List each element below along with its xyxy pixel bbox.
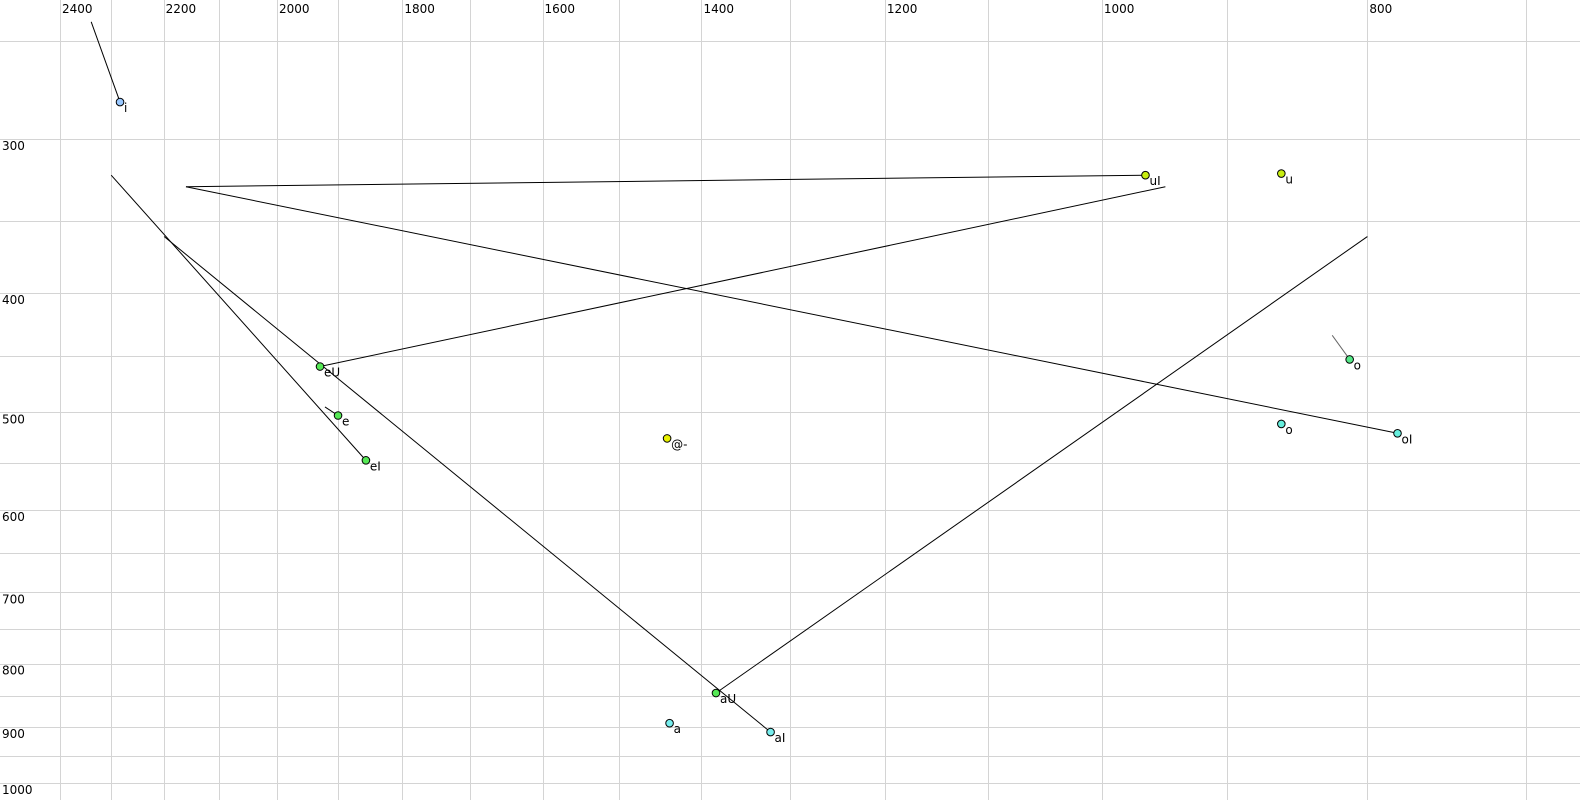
data-point-uI (1141, 170, 1150, 180)
data-point-oI (1393, 428, 1402, 438)
data-label-a: a (674, 722, 681, 736)
trajectory-line-uI (185, 174, 1146, 188)
y-tick-label: 500 (2, 412, 25, 426)
x-tick-label: 800 (1369, 2, 1392, 16)
y-tick-label: 800 (2, 664, 25, 678)
data-point-eU (315, 362, 325, 371)
y-tick-label: 700 (2, 592, 25, 606)
data-point-aI (766, 727, 775, 737)
trajectory-line-aI (163, 236, 771, 733)
trajectory-line-oI (185, 186, 1398, 434)
trajectory-line-o (1331, 335, 1351, 360)
data-label-@-: @- (671, 437, 687, 451)
x-tick-label: 1800 (404, 2, 435, 16)
data-label-uI: uI (1149, 174, 1160, 188)
data-point-o (1277, 419, 1286, 429)
trajectory-line-aU (715, 236, 1368, 694)
x-tick-label: 1400 (703, 2, 734, 16)
trajectory-line-i (90, 21, 121, 103)
trajectory-line-eI (110, 174, 367, 461)
x-tick-label: 2200 (166, 2, 197, 16)
trajectories (90, 21, 1398, 733)
data-point-@- (662, 434, 672, 443)
data-point-eI (361, 456, 371, 465)
axis-tick-labels: 2400 2200 2000 1800 1600 1400 1200 1000 800 300 40… (2, 2, 1392, 797)
trajectory-line-eU (319, 186, 1166, 368)
y-tick-label: 600 (2, 510, 25, 524)
data-label-oI: oI (1402, 432, 1413, 446)
data-label-eU: eU (324, 366, 340, 380)
y-tick-label: 1000 (2, 783, 33, 797)
data-label-o: o (1285, 423, 1292, 437)
data-point-i (115, 97, 125, 107)
x-tick-label: 2400 (62, 2, 93, 16)
x-tick-label: 1200 (887, 2, 918, 16)
data-label-o: o (1354, 358, 1361, 372)
y-tick-label: 900 (2, 727, 25, 741)
data-label-e: e (342, 414, 349, 428)
data-label-eI: eI (370, 459, 381, 473)
x-tick-label: 1000 (1104, 2, 1135, 16)
data-label-u: u (1285, 173, 1293, 187)
x-tick-label: 1600 (545, 2, 576, 16)
data-label-i: i (124, 101, 127, 115)
data-label-aI: aI (775, 731, 786, 745)
data-point-o (1345, 355, 1354, 364)
data-label-aU: aU (720, 692, 736, 706)
data-points: i uI u o o oI eU e eI @- aU a aI (115, 97, 1413, 745)
data-point-a (665, 718, 674, 728)
data-point-aU (711, 688, 721, 698)
y-tick-label: 400 (2, 293, 25, 307)
data-point-u (1277, 169, 1286, 178)
y-tick-label: 300 (2, 139, 25, 153)
data-point-e (333, 411, 343, 420)
x-tick-label: 2000 (279, 2, 310, 16)
